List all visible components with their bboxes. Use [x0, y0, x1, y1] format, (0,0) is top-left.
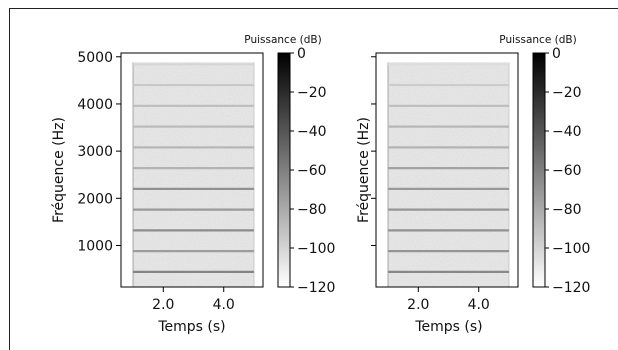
- colorbar-gradient-2: [532, 52, 546, 288]
- spectrogram-panel-1: 1000 2000 3000 4000 5000 2.0 4.0 Temps (s) Fr…: [51, 34, 335, 335]
- y-axis-ticks-1: 1000 2000 3000 4000 5000: [77, 50, 121, 254]
- x-tick-label-1-2: 2.0: [152, 297, 174, 313]
- colorbar-tick-label-2-2: −40: [552, 124, 582, 140]
- colorbar-tick-label-2-3: −60: [552, 163, 582, 179]
- spectrogram-panel-2: 2.0 4.0 Temps (s) Fréquence (Hz) 0 −20 −40 −…: [356, 34, 590, 335]
- colorbar-label-1: Puissance (dB): [244, 34, 321, 46]
- y-axis-label-2: Fréquence (Hz): [356, 117, 372, 223]
- colorbar-tick-label-2-4: −80: [552, 202, 582, 218]
- colorbar-ticks-2: 0 −20 −40 −60 −80 −100 −120: [545, 46, 590, 296]
- colorbar-tick-label-1-4: −80: [297, 202, 327, 218]
- y-tick-label-1-4000: 4000: [77, 97, 113, 113]
- colorbar-2: 0 −20 −40 −60 −80 −100 −120 Puissance (dB): [499, 34, 590, 296]
- plot-frame-1: [120, 52, 264, 288]
- x-axis-label-2: Temps (s): [414, 319, 482, 335]
- colorbar-tick-label-1-0: 0: [297, 46, 306, 62]
- colorbar-tick-label-1-3: −60: [297, 163, 327, 179]
- spectrogram-noise-1: [133, 62, 254, 287]
- y-axis-label-1: Fréquence (Hz): [51, 117, 67, 223]
- colorbar-tick-label-1-1: −20: [297, 85, 327, 101]
- plot-frame-2: [375, 52, 519, 288]
- y-tick-label-1-3000: 3000: [77, 144, 113, 160]
- spectrogram-noise-2: [388, 62, 509, 287]
- x-axis-ticks-1: 2.0 4.0: [152, 287, 235, 313]
- colorbar-1: 0 −20 −40 −60 −80 −100 −120 Puissance (dB): [244, 34, 335, 296]
- colorbar-tick-label-1-2: −40: [297, 124, 327, 140]
- spectrogram-image-1: [132, 62, 255, 287]
- x-axis-label-1: Temps (s): [157, 319, 225, 335]
- y-axis-ticks-2: [371, 56, 376, 246]
- colorbar-ticks-1: 0 −20 −40 −60 −80 −100 −120: [290, 46, 335, 296]
- colorbar-label-2: Puissance (dB): [499, 34, 576, 46]
- colorbar-tick-label-2-1: −20: [552, 85, 582, 101]
- y-tick-label-1-1000: 1000: [77, 238, 113, 254]
- colorbar-tick-label-2-0: 0: [552, 46, 561, 62]
- y-tick-label-1-5000: 5000: [77, 50, 113, 66]
- colorbar-tick-label-2-5: −100: [552, 241, 590, 257]
- x-tick-label-2-2: 2.0: [407, 297, 429, 313]
- colorbar-tick-label-2-6: −120: [552, 280, 590, 296]
- x-tick-label-2-4: 4.0: [468, 297, 490, 313]
- colorbar-tick-label-1-6: −120: [297, 280, 335, 296]
- x-axis-ticks-2: 2.0 4.0: [407, 287, 490, 313]
- colorbar-tick-label-1-5: −100: [297, 241, 335, 257]
- y-tick-label-1-2000: 2000: [77, 191, 113, 207]
- colorbar-gradient-1: [277, 52, 291, 288]
- x-tick-label-1-4: 4.0: [213, 297, 235, 313]
- spectrogram-image-2: [387, 62, 510, 287]
